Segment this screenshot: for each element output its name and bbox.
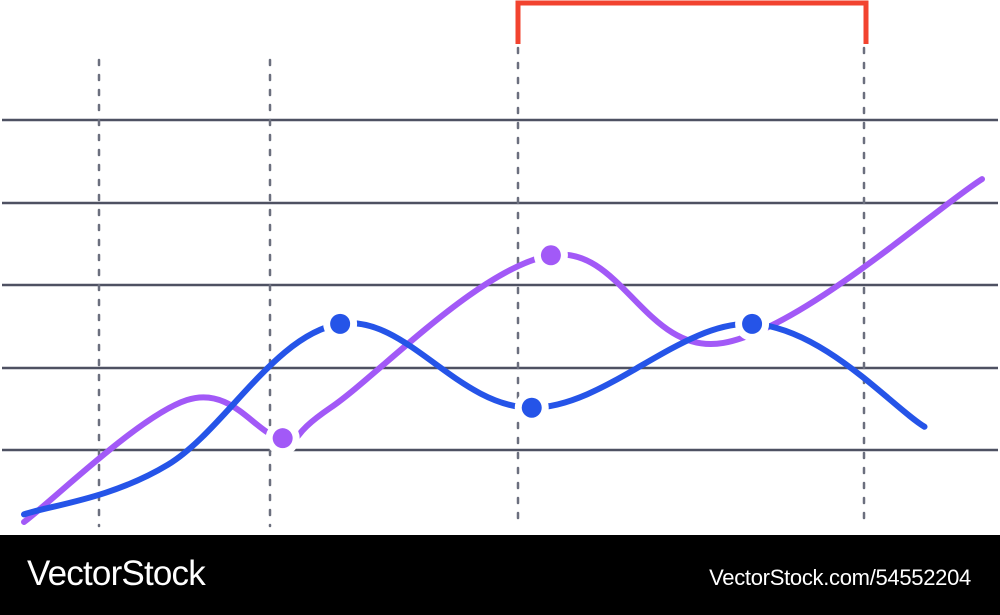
range-bracket [515, 0, 869, 44]
series-lines [21, 176, 985, 525]
credit-text: VectorStock.com/54552204 [709, 565, 971, 590]
data-point-marker [330, 313, 351, 334]
data-point-marker [742, 313, 763, 334]
data-point-marker [272, 428, 293, 449]
data-point-marker [540, 245, 561, 266]
series-line-1 [21, 176, 985, 525]
series-line-2 [21, 320, 928, 518]
line-chart [2, 0, 998, 528]
data-markers [265, 238, 770, 456]
grid [2, 46, 998, 528]
highlight-bracket [515, 0, 869, 44]
brand-logo: VectorStock [27, 554, 206, 593]
watermark-footer [0, 535, 1000, 615]
data-point-marker [521, 397, 542, 418]
